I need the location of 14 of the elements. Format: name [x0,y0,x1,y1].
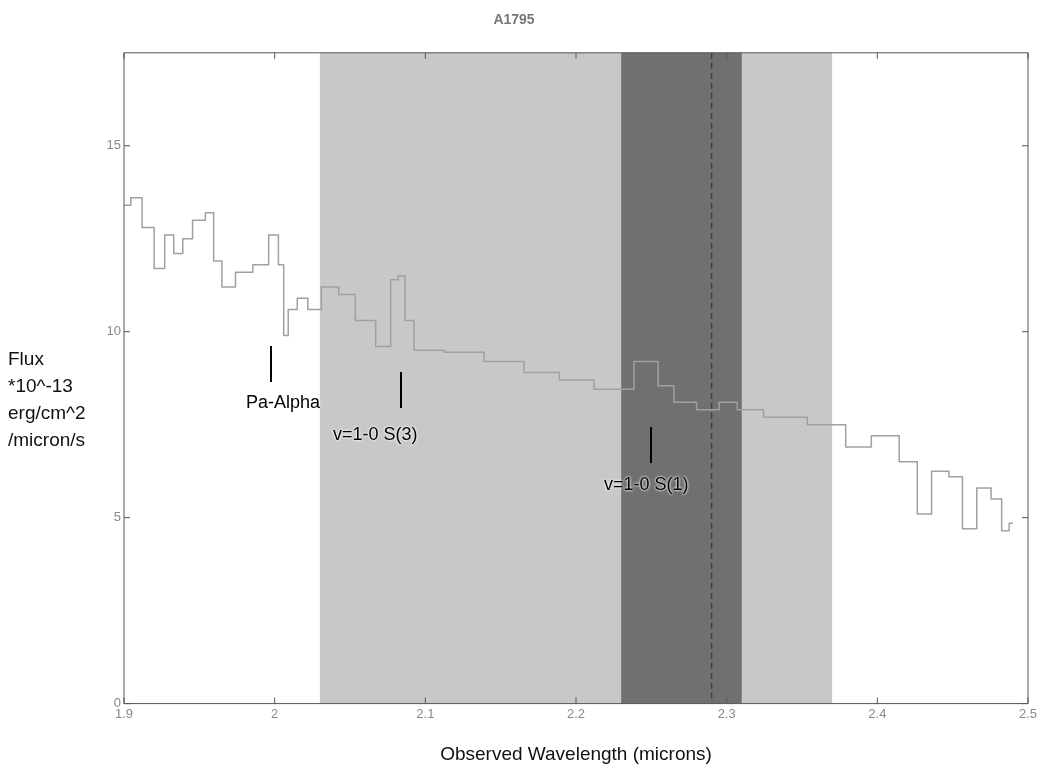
y-tick-label: 10 [106,323,121,339]
chart-title: A1795 [493,11,535,28]
x-tick-label: 2.3 [717,705,736,721]
x-tick-label: 2.5 [1018,705,1038,721]
annotation: Pa-Alpha [246,392,321,413]
x-axis-title: Observed Wavelength (microns) [440,742,712,764]
y-axis-title: Flux *10^-13 erg/cm^2 /micron/s [8,347,87,452]
x-tick-label: 2.2 [566,705,586,721]
y-tick-label: 5 [113,509,121,525]
x-tick-label: 2.1 [416,705,435,721]
x-tick-label: 2 [271,705,279,721]
x-tick-label: 2.4 [868,705,887,721]
annotation: v=1-0 S(3) [333,424,418,445]
y-tick-label: 15 [106,137,121,153]
